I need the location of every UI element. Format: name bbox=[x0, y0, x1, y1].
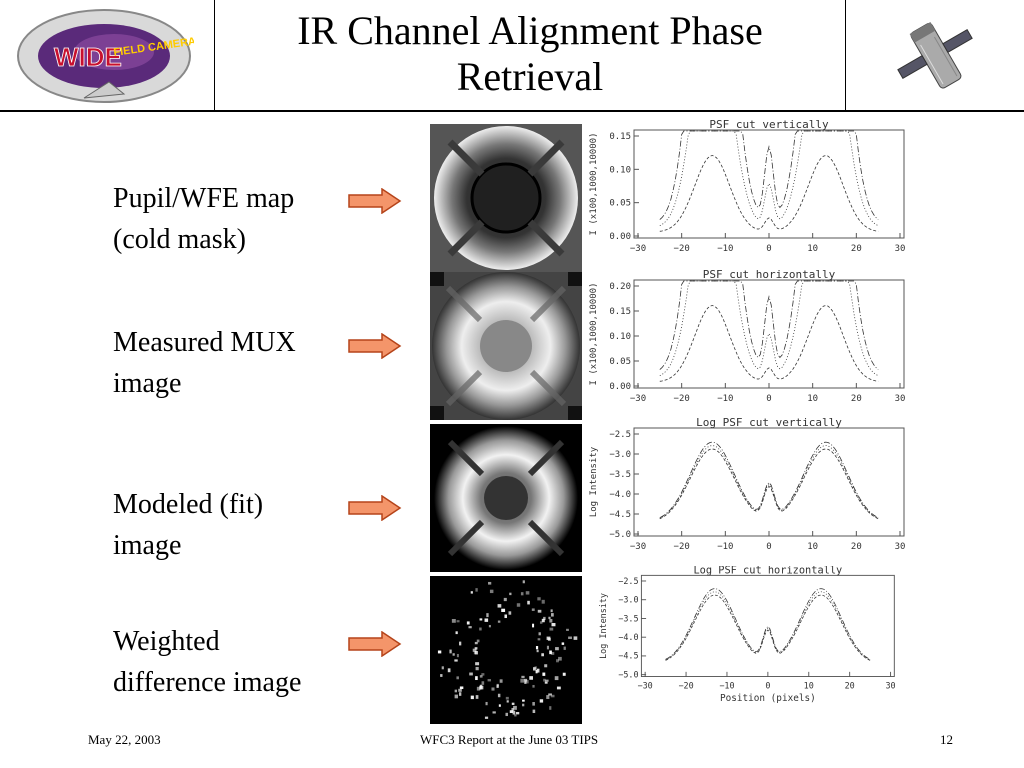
xtick-label: 30 bbox=[895, 542, 906, 552]
xtick-label: −30 bbox=[630, 244, 646, 254]
plot-psf-cut-vertically: PSF cut vertically I (x100,1000,10000) 0.0… bbox=[589, 120, 906, 254]
ytick-label: −2.5 bbox=[618, 576, 638, 586]
xtick-label: −10 bbox=[717, 542, 733, 552]
slide-title: IR Channel Alignment Phase Retrieval bbox=[216, 8, 844, 100]
header-divider-right bbox=[845, 0, 846, 110]
plot-frame bbox=[640, 574, 895, 677]
xtick-label: 10 bbox=[804, 681, 814, 691]
xtick-label: 0 bbox=[766, 244, 771, 254]
pupil-wfe-map-image bbox=[430, 124, 582, 272]
xtick-label: 10 bbox=[807, 394, 818, 404]
xtick-label: −20 bbox=[674, 542, 690, 552]
ytick-label: −5.0 bbox=[618, 669, 638, 679]
slide-header: WIDE FIELD CAMERA 3 IR Channel Alignment… bbox=[0, 0, 1024, 112]
plot-curve bbox=[659, 130, 879, 220]
ytick-label: −4.5 bbox=[618, 651, 638, 661]
xtick-label: 20 bbox=[851, 542, 862, 552]
arrow-right-icon bbox=[348, 495, 402, 521]
xtick-label: −10 bbox=[717, 394, 733, 404]
header-divider-left bbox=[214, 0, 215, 110]
xtick-label: −30 bbox=[638, 681, 653, 691]
xtick-label: 0 bbox=[766, 394, 771, 404]
plot-ylabel: I (x100,1000,10000) bbox=[589, 283, 599, 386]
xtick-label: −30 bbox=[630, 394, 646, 404]
title-line-1: IR Channel Alignment Phase bbox=[297, 8, 763, 53]
footer-page-number: 12 bbox=[940, 732, 953, 747]
plot-ylabel: Log Intensity bbox=[598, 593, 608, 659]
ytick-label: 0.20 bbox=[609, 282, 631, 292]
plot-title: Log PSF cut horizontally bbox=[693, 566, 842, 576]
xtick-label: −20 bbox=[678, 681, 693, 691]
xtick-label: 10 bbox=[807, 244, 818, 254]
plot-log-psf-cut-horizontally: Log PSF cut horizontally Log Intensity −5.… bbox=[598, 566, 896, 704]
label-pupil-wfe-map: Pupil/WFE map (cold mask) bbox=[113, 183, 295, 255]
ytick-label: 0.15 bbox=[609, 132, 631, 142]
xtick-label: 30 bbox=[895, 394, 906, 404]
svg-text:WIDE: WIDE bbox=[54, 42, 122, 72]
xtick-label: 0 bbox=[766, 542, 771, 552]
hubble-telescope-image bbox=[897, 22, 973, 89]
plot-curve bbox=[659, 445, 879, 519]
label-modeled-fit-image: Modeled (fit) image bbox=[113, 489, 264, 561]
ytick-label: −5.0 bbox=[609, 530, 631, 540]
plot-curve bbox=[659, 155, 879, 232]
plot-curve bbox=[659, 441, 879, 519]
xtick-label: 20 bbox=[845, 681, 855, 691]
xtick-label: −30 bbox=[630, 542, 646, 552]
ytick-label: −4.0 bbox=[609, 490, 631, 500]
ytick-label: 0.05 bbox=[609, 199, 631, 209]
header-rule bbox=[0, 110, 1024, 112]
arrow-right-icon bbox=[348, 188, 402, 214]
plot-log-psf-cut-vertically: Log PSF cut vertically Log Intensity −5.0 −… bbox=[589, 418, 906, 552]
ytick-label: −2.5 bbox=[609, 430, 631, 440]
arrow-right-icon bbox=[348, 631, 402, 657]
xtick-label: 20 bbox=[851, 244, 862, 254]
plot-xlabel: Position (pixels) bbox=[720, 693, 816, 704]
plot-curve bbox=[665, 594, 871, 661]
xtick-label: −10 bbox=[717, 244, 733, 254]
plot-title: Log PSF cut vertically bbox=[696, 418, 842, 429]
plot-ylabel: Log Intensity bbox=[589, 446, 599, 517]
xtick-label: 30 bbox=[885, 681, 895, 691]
modeled-fit-image bbox=[430, 424, 582, 572]
weighted-difference-image bbox=[430, 576, 582, 724]
xtick-label: −10 bbox=[719, 681, 734, 691]
plot-curve bbox=[665, 588, 871, 660]
wfc3-logo: WIDE FIELD CAMERA 3 bbox=[17, 9, 194, 103]
xtick-label: −20 bbox=[674, 394, 690, 404]
title-line-2: Retrieval bbox=[456, 54, 604, 99]
footer-date: May 22, 2003 bbox=[88, 732, 161, 747]
footer-title: WFC3 Report at the June 03 TIPS bbox=[420, 732, 599, 747]
plot-curve bbox=[659, 305, 879, 382]
xtick-label: 10 bbox=[807, 542, 818, 552]
ytick-label: 0.10 bbox=[609, 165, 631, 175]
plot-ylabel: I (x100,1000,10000) bbox=[589, 133, 599, 236]
label-weighted-difference-image: Weighted difference image bbox=[113, 626, 302, 698]
ytick-label: 0.00 bbox=[609, 232, 631, 242]
ytick-label: −3.5 bbox=[618, 613, 638, 623]
ytick-label: −3.0 bbox=[609, 450, 631, 460]
ytick-label: −4.0 bbox=[618, 632, 638, 642]
plot-curve bbox=[659, 448, 879, 520]
xtick-label: −20 bbox=[674, 244, 690, 254]
plot-psf-cut-horizontally: PSF cut horizontally I (x100,1000,10000) 0… bbox=[589, 270, 906, 404]
plot-curve bbox=[665, 591, 871, 661]
ytick-label: −3.5 bbox=[609, 470, 631, 480]
ytick-label: 0.05 bbox=[609, 357, 631, 367]
xtick-label: 20 bbox=[851, 394, 862, 404]
xtick-label: 0 bbox=[765, 681, 770, 691]
ytick-label: 0.15 bbox=[609, 307, 631, 317]
ytick-label: 0.10 bbox=[609, 332, 631, 342]
ytick-label: 0.00 bbox=[609, 382, 631, 392]
ytick-label: −3.0 bbox=[618, 595, 638, 605]
measured-mux-image bbox=[430, 272, 582, 420]
plot-curve bbox=[659, 280, 879, 370]
xtick-label: 30 bbox=[895, 244, 906, 254]
arrow-right-icon bbox=[348, 333, 402, 359]
ytick-label: −4.5 bbox=[609, 510, 631, 520]
plot-title: PSF cut horizontally bbox=[703, 270, 836, 281]
plot-frame bbox=[633, 427, 905, 537]
plot-title: PSF cut vertically bbox=[709, 120, 829, 131]
label-measured-mux-image: Measured MUX image bbox=[113, 327, 296, 399]
